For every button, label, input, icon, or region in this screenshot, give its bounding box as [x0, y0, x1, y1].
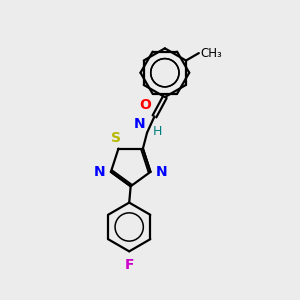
Text: F: F [124, 258, 134, 272]
Text: CH₃: CH₃ [201, 46, 222, 60]
Text: H: H [153, 125, 162, 138]
Text: N: N [156, 165, 167, 179]
Text: N: N [94, 165, 106, 179]
Text: O: O [139, 98, 151, 112]
Text: N: N [134, 117, 146, 131]
Text: S: S [111, 131, 121, 145]
